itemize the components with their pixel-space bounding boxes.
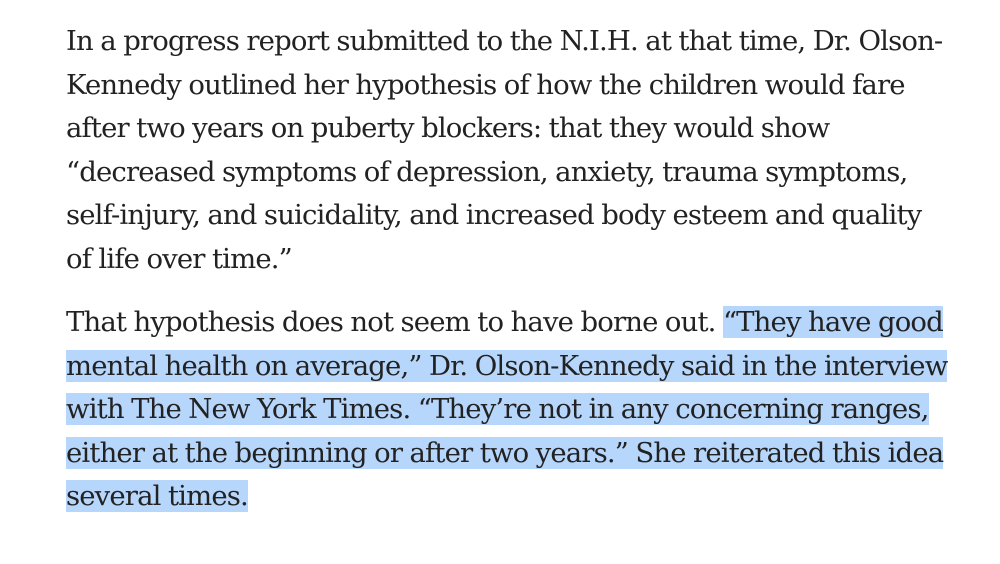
unselected-text[interactable]: That hypothesis does not seem to have bo…: [66, 306, 723, 338]
text-line[interactable]: Kennedy outlined her hypothesis of how t…: [66, 68, 906, 101]
text-line[interactable]: of life over time.”: [66, 242, 293, 275]
selected-text-highlight[interactable]: “They have good: [722, 306, 944, 338]
text-line[interactable]: That hypothesis does not seem to have bo…: [66, 301, 946, 345]
paragraph-mental-health[interactable]: That hypothesis does not seem to have bo…: [66, 301, 948, 519]
selected-text-highlight[interactable]: with The New York Times. “They’re not in…: [66, 393, 929, 425]
paragraph-hypothesis[interactable]: In a progress report submitted to the N.…: [66, 20, 946, 281]
text-line[interactable]: with The New York Times. “They’re not in…: [66, 388, 946, 432]
text-line[interactable]: “decreased symptoms of depression, anxie…: [66, 155, 908, 188]
article-body: In a progress report submitted to the N.…: [66, 20, 948, 519]
selected-text-highlight[interactable]: mental health on average,” Dr. Olson-Ken…: [66, 349, 948, 382]
selected-text-highlight[interactable]: several times.: [66, 480, 249, 512]
selected-text-highlight[interactable]: either at the beginning or after two yea…: [66, 436, 944, 469]
text-line[interactable]: either at the beginning or after two yea…: [66, 432, 946, 476]
text-line[interactable]: self-injury, and suicidality, and increa…: [66, 199, 922, 231]
text-line[interactable]: after two years on puberty blockers: tha…: [66, 112, 830, 144]
text-line[interactable]: several times.: [66, 475, 946, 519]
text-line[interactable]: mental health on average,” Dr. Olson-Ken…: [66, 345, 948, 389]
text-line[interactable]: In a progress report submitted to the N.…: [66, 25, 943, 57]
